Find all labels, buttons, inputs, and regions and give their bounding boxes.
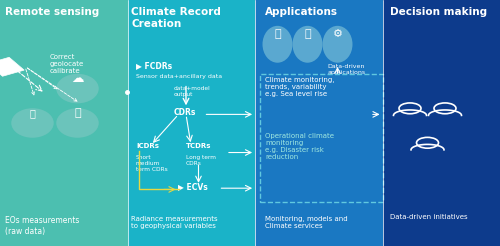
Ellipse shape	[322, 26, 352, 63]
Text: Operational climate
monitoring
e.g. Disaster risk
reduction: Operational climate monitoring e.g. Disa…	[265, 133, 334, 160]
Text: 🌲: 🌲	[30, 108, 36, 118]
Bar	[0, 57, 24, 76]
Text: CDRs: CDRs	[174, 108, 196, 117]
Text: Decision making: Decision making	[390, 7, 487, 17]
Text: EOs measurements
(raw data): EOs measurements (raw data)	[5, 216, 80, 236]
Ellipse shape	[56, 108, 99, 138]
Text: Climate Record
Creation: Climate Record Creation	[131, 7, 221, 29]
Text: 📄: 📄	[274, 30, 281, 39]
Text: Data-driven initiatives: Data-driven initiatives	[390, 214, 468, 220]
Text: Radiance measurements
to geophysical variables: Radiance measurements to geophysical var…	[131, 216, 218, 230]
Text: data+model
output: data+model output	[174, 86, 210, 97]
FancyBboxPatch shape	[128, 0, 255, 246]
Ellipse shape	[11, 108, 54, 138]
Text: Long term
CDRs: Long term CDRs	[186, 155, 216, 166]
Ellipse shape	[292, 26, 322, 63]
Text: 📱: 📱	[304, 30, 311, 39]
Ellipse shape	[262, 26, 292, 63]
Text: ICDRs: ICDRs	[136, 143, 159, 149]
Text: ⚙: ⚙	[332, 30, 342, 39]
Text: TCDRs: TCDRs	[186, 143, 212, 149]
Text: Short
medium
term CDRs: Short medium term CDRs	[136, 155, 168, 171]
Text: Climate monitoring,
trends, variability
e.g. Sea level rise: Climate monitoring, trends, variability …	[265, 77, 334, 97]
Text: 〜: 〜	[74, 108, 81, 118]
FancyBboxPatch shape	[382, 0, 500, 246]
Text: Monitoring, models and
Climate services: Monitoring, models and Climate services	[265, 216, 347, 230]
Text: ☁: ☁	[72, 72, 84, 85]
Text: Correct
geolocate
calibrate: Correct geolocate calibrate	[50, 54, 84, 74]
FancyBboxPatch shape	[255, 0, 382, 246]
Text: ▶ ECVs: ▶ ECVs	[178, 182, 208, 191]
Text: Data-driven
applications: Data-driven applications	[328, 64, 366, 75]
Ellipse shape	[56, 74, 99, 103]
FancyBboxPatch shape	[0, 0, 128, 246]
Text: Remote sensing: Remote sensing	[5, 7, 99, 17]
Text: Applications: Applications	[265, 7, 338, 17]
Text: ▶ FCDRs: ▶ FCDRs	[136, 62, 172, 71]
Text: Sensor data+ancillary data: Sensor data+ancillary data	[136, 74, 222, 79]
